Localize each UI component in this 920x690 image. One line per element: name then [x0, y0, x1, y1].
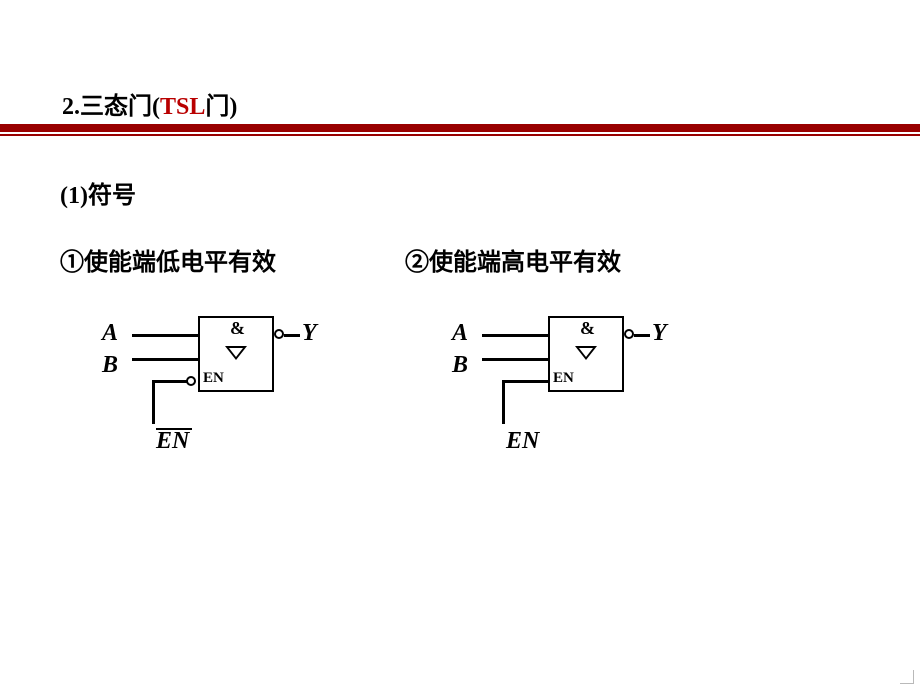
wire-a-right — [482, 334, 548, 337]
overbar-en-left — [156, 428, 192, 430]
right-heading: ②使能端高电平有效 — [405, 242, 621, 277]
wire-en-h-left — [152, 380, 188, 383]
gate-diagram-right: A B Y EN & EN — [420, 306, 740, 486]
label-b-right: B — [452, 352, 468, 379]
label-a-left: A — [102, 320, 118, 347]
left-heading: ①使能端低电平有效 — [60, 242, 276, 277]
corner-handle-icon — [900, 670, 914, 684]
title-red: TSL — [160, 94, 205, 120]
triangle-inner-left — [229, 348, 243, 357]
ampersand-left: & — [230, 318, 245, 339]
wire-a-left — [132, 334, 198, 337]
slide-title: 2.三态门(TSL门) — [62, 86, 237, 121]
en-box-text-left: EN — [203, 370, 224, 387]
label-b-left: B — [102, 352, 118, 379]
triangle-inner-right — [579, 348, 593, 357]
wire-b-left — [132, 358, 198, 361]
title-paren-close: ) — [229, 94, 237, 120]
wire-en-v-right — [502, 380, 505, 424]
bubble-y-right — [624, 329, 634, 339]
label-en-left: EN — [156, 428, 189, 455]
wire-y-left — [284, 334, 300, 337]
label-en-right: EN — [506, 428, 539, 455]
title-suffix: 门 — [205, 94, 229, 120]
section-heading: (1)符号 — [60, 175, 136, 210]
wire-en-v-left — [152, 380, 155, 424]
label-y-left: Y — [302, 320, 317, 347]
title-prefix: 2.三态门 — [62, 94, 152, 120]
divider-thin — [0, 134, 920, 136]
title-paren-open: ( — [152, 94, 160, 120]
wire-y-right — [634, 334, 650, 337]
wire-en-h-right — [502, 380, 548, 383]
en-box-text-right: EN — [553, 370, 574, 387]
label-a-right: A — [452, 320, 468, 347]
ampersand-right: & — [580, 318, 595, 339]
bubble-y-left — [274, 329, 284, 339]
wire-b-right — [482, 358, 548, 361]
label-y-right: Y — [652, 320, 667, 347]
divider-thick — [0, 124, 920, 132]
gate-diagram-left: A B Y EN & EN — [70, 306, 390, 486]
